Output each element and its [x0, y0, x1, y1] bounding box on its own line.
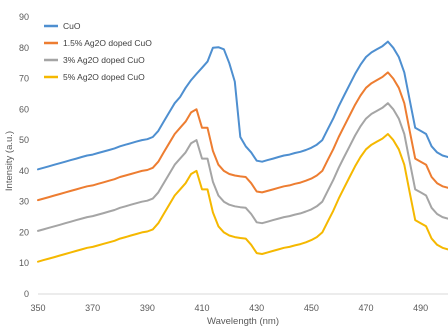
series-line — [37, 71, 448, 202]
y-tick-label: 60 — [19, 104, 29, 114]
legend-label: 1.5% Ag2O doped CuO — [63, 38, 152, 48]
x-tick-label: 350 — [30, 303, 45, 313]
x-axis-title: Wavelength (nm) — [207, 316, 279, 327]
x-tick-label: 410 — [194, 303, 209, 313]
x-tick-label: 490 — [413, 303, 428, 313]
y-tick-label: 70 — [19, 74, 29, 84]
x-tick-label: 430 — [249, 303, 264, 313]
series-line — [37, 40, 448, 171]
x-tick-label: 450 — [304, 303, 319, 313]
series-line — [37, 133, 448, 263]
series-line — [37, 102, 448, 232]
y-tick-label: 90 — [19, 12, 29, 22]
y-tick-label: 20 — [19, 227, 29, 237]
x-tick-label: 370 — [85, 303, 100, 313]
legend-label: 3% Ag2O doped CuO — [63, 55, 145, 65]
y-tick-label: 30 — [19, 197, 29, 207]
x-axis-ticks: 350 370 390 410 430 450 470 490 — [30, 303, 428, 313]
legend: CuO 1.5% Ag2O doped CuO 3% Ag2O doped CuO 5… — [44, 21, 152, 82]
y-axis-ticks: 0 10 20 30 40 50 60 70 80 90 — [19, 12, 29, 299]
y-tick-label: 0 — [24, 289, 29, 299]
x-tick-label: 470 — [358, 303, 373, 313]
y-tick-label: 80 — [19, 43, 29, 53]
y-tick-label: 40 — [19, 166, 29, 176]
x-tick-label: 390 — [140, 303, 155, 313]
y-tick-label: 10 — [19, 258, 29, 268]
y-axis-title: Intensity (a.u.) — [4, 131, 15, 191]
y-tick-label: 50 — [19, 135, 29, 145]
plot-area — [37, 40, 448, 263]
legend-label: CuO — [63, 21, 81, 31]
legend-label: 5% Ag2O doped CuO — [63, 72, 145, 82]
